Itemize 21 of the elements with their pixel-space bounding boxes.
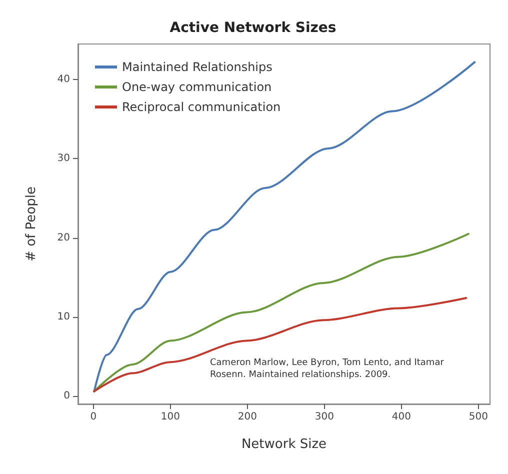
x-tick-label: 0 [90, 412, 97, 422]
y-tick-label: 20 [57, 232, 70, 244]
chart-title: Active Network Sizes [170, 20, 336, 36]
y-tick-label: 0 [64, 390, 70, 402]
y-tick-label: 40 [57, 74, 70, 86]
x-tick-label: 500 [468, 412, 488, 422]
x-axis-title: Network Size [241, 437, 327, 452]
legend-label: Reciprocal communication [122, 100, 281, 114]
line-series [93, 232, 470, 392]
line-series [93, 296, 468, 392]
legend-label: One-way communication [122, 80, 272, 94]
legend-label: Maintained Relationships [122, 60, 272, 74]
y-tick-label: 30 [57, 153, 70, 164]
line-series [93, 61, 476, 392]
x-tick-label: 100 [160, 412, 180, 422]
annotation: Cameron Marlow, Lee Byron, Tom Lento, and Itamar Rosenn. Maintained relationships. 2009. [210, 358, 447, 380]
x-tick-label: 300 [314, 412, 334, 422]
x-tick-label: 400 [392, 412, 411, 422]
x-tick-label: 200 [238, 412, 257, 422]
y-tick-label: 10 [57, 311, 70, 322]
y-axis-title: # of People [24, 186, 39, 262]
